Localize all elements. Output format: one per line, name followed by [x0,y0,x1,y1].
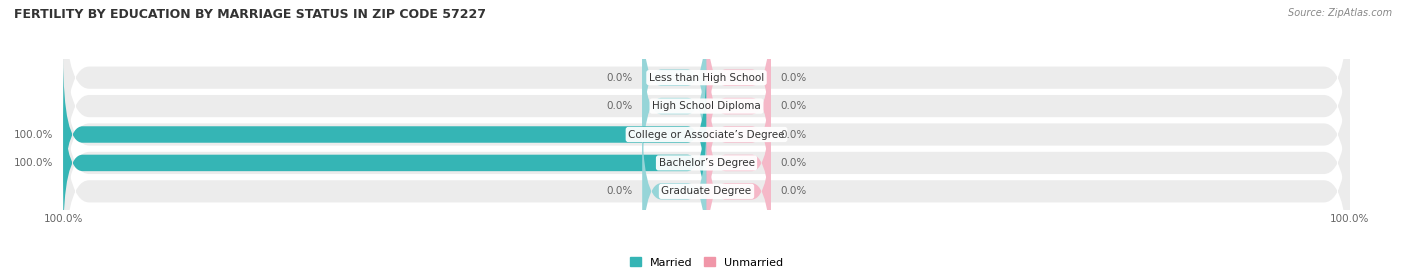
FancyBboxPatch shape [707,86,770,240]
FancyBboxPatch shape [63,0,1350,180]
Text: 0.0%: 0.0% [606,73,633,83]
Text: FERTILITY BY EDUCATION BY MARRIAGE STATUS IN ZIP CODE 57227: FERTILITY BY EDUCATION BY MARRIAGE STATU… [14,8,486,21]
Text: Source: ZipAtlas.com: Source: ZipAtlas.com [1288,8,1392,18]
FancyBboxPatch shape [643,114,707,268]
Text: College or Associate’s Degree: College or Associate’s Degree [628,129,785,140]
FancyBboxPatch shape [63,3,1350,209]
Text: Bachelor’s Degree: Bachelor’s Degree [658,158,755,168]
Text: 0.0%: 0.0% [780,73,807,83]
FancyBboxPatch shape [707,29,770,183]
Text: 100.0%: 100.0% [14,129,53,140]
Text: 0.0%: 0.0% [780,158,807,168]
FancyBboxPatch shape [643,29,707,183]
FancyBboxPatch shape [63,32,1350,237]
FancyBboxPatch shape [707,1,770,155]
FancyBboxPatch shape [63,60,1350,266]
FancyBboxPatch shape [63,86,707,240]
Text: 0.0%: 0.0% [606,186,633,196]
FancyBboxPatch shape [707,58,770,211]
Text: Less than High School: Less than High School [650,73,763,83]
Text: 0.0%: 0.0% [780,101,807,111]
FancyBboxPatch shape [63,58,707,211]
Text: 100.0%: 100.0% [14,158,53,168]
Text: 0.0%: 0.0% [780,129,807,140]
FancyBboxPatch shape [707,114,770,268]
Text: 0.0%: 0.0% [780,186,807,196]
FancyBboxPatch shape [643,1,707,155]
Text: 0.0%: 0.0% [606,101,633,111]
Legend: Married, Unmarried: Married, Unmarried [626,253,787,269]
Text: Graduate Degree: Graduate Degree [661,186,752,196]
FancyBboxPatch shape [63,89,1350,269]
Text: High School Diploma: High School Diploma [652,101,761,111]
